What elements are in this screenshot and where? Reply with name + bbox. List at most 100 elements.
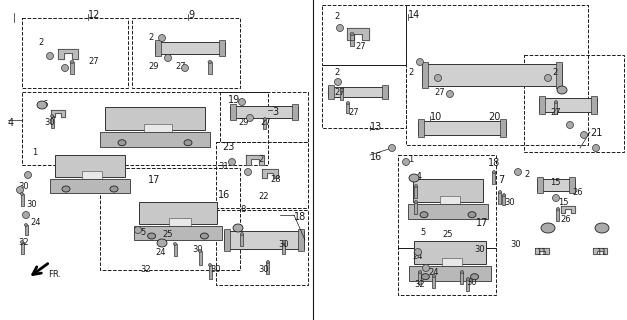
Text: 3: 3 (272, 107, 278, 117)
Text: 30: 30 (210, 265, 221, 274)
Ellipse shape (208, 60, 212, 63)
Ellipse shape (544, 75, 552, 82)
Text: 27: 27 (355, 42, 366, 51)
Bar (591, 96, 597, 114)
Text: 30: 30 (192, 245, 203, 254)
Bar (220, 92, 308, 142)
Bar (382, 85, 388, 99)
Bar (322, 5, 406, 65)
Polygon shape (246, 155, 264, 165)
Bar (406, 5, 588, 145)
Polygon shape (347, 28, 369, 40)
Text: 4: 4 (8, 118, 14, 128)
Ellipse shape (595, 223, 609, 233)
Ellipse shape (414, 249, 421, 255)
Bar (292, 104, 298, 120)
Bar (209, 265, 211, 279)
Text: 2: 2 (148, 33, 153, 42)
Text: 24: 24 (412, 252, 423, 261)
Bar (263, 119, 266, 129)
Bar (414, 186, 418, 198)
Ellipse shape (70, 60, 74, 63)
Text: 15: 15 (550, 178, 561, 187)
Text: 16: 16 (218, 190, 230, 200)
Ellipse shape (567, 122, 574, 129)
Bar (70, 62, 74, 74)
Bar (169, 218, 191, 230)
Text: 32: 32 (18, 238, 29, 247)
Text: 32: 32 (140, 265, 150, 274)
Text: 2: 2 (334, 68, 339, 77)
Bar (21, 194, 23, 206)
Text: 16: 16 (370, 152, 382, 162)
Text: FR.: FR. (48, 270, 61, 279)
Bar (350, 34, 354, 46)
Text: 30: 30 (44, 118, 55, 127)
Bar (418, 272, 421, 284)
Text: 7: 7 (498, 175, 504, 185)
Text: 1: 1 (408, 155, 413, 164)
Text: 29: 29 (148, 62, 159, 71)
Text: 11: 11 (596, 248, 606, 257)
Text: 5: 5 (420, 228, 425, 237)
Text: 5: 5 (140, 228, 145, 237)
Ellipse shape (414, 185, 418, 188)
Ellipse shape (46, 52, 53, 60)
Bar (266, 262, 270, 274)
Ellipse shape (334, 78, 342, 85)
Bar (224, 231, 304, 249)
Ellipse shape (557, 207, 559, 211)
Bar (22, 18, 128, 88)
Ellipse shape (174, 243, 176, 245)
Ellipse shape (418, 270, 421, 274)
Ellipse shape (492, 171, 495, 173)
Text: 30: 30 (278, 240, 288, 249)
Bar (283, 242, 285, 254)
Text: 30: 30 (466, 278, 477, 287)
Text: 27: 27 (334, 88, 345, 97)
Bar (100, 132, 210, 147)
Ellipse shape (201, 233, 208, 239)
Bar (241, 234, 243, 246)
Text: 2: 2 (38, 38, 43, 47)
Text: 21: 21 (590, 128, 603, 138)
Bar (134, 226, 222, 240)
Text: 24: 24 (155, 248, 166, 257)
Bar (537, 179, 575, 191)
Bar (100, 168, 240, 270)
Text: 13: 13 (370, 122, 382, 132)
Ellipse shape (181, 65, 189, 71)
Text: 27: 27 (550, 108, 561, 117)
Bar (50, 179, 130, 193)
Ellipse shape (159, 35, 166, 42)
Ellipse shape (209, 263, 211, 267)
Polygon shape (51, 109, 65, 117)
Ellipse shape (199, 250, 201, 252)
Bar (539, 98, 597, 112)
Text: 9: 9 (188, 10, 194, 20)
Text: 18: 18 (294, 212, 306, 222)
Ellipse shape (16, 187, 23, 194)
Text: 30: 30 (258, 265, 268, 274)
Ellipse shape (245, 169, 251, 175)
Bar (216, 210, 308, 285)
Text: 1: 1 (32, 148, 37, 157)
Ellipse shape (24, 172, 31, 179)
Bar (174, 244, 176, 256)
Ellipse shape (468, 212, 476, 218)
Bar (498, 192, 502, 204)
Bar (418, 119, 424, 137)
Polygon shape (535, 248, 549, 254)
Ellipse shape (552, 195, 559, 202)
Ellipse shape (21, 193, 23, 196)
Ellipse shape (347, 101, 349, 105)
Ellipse shape (246, 115, 253, 122)
Ellipse shape (157, 239, 167, 247)
Ellipse shape (471, 274, 478, 280)
Bar (328, 85, 334, 99)
Text: 17: 17 (476, 218, 488, 228)
Ellipse shape (502, 194, 505, 196)
Bar (502, 195, 505, 205)
Bar (539, 96, 545, 114)
Text: 24: 24 (428, 268, 438, 277)
